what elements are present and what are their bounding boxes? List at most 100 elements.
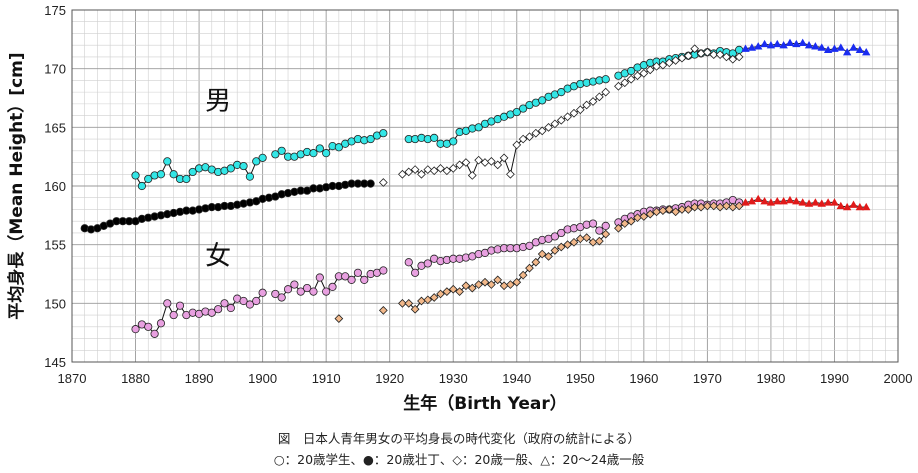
series-male-triangle-filled [741,38,871,56]
x-tick-label: 1910 [312,371,341,386]
data-point [804,199,814,207]
data-point [550,232,559,241]
data-point [182,174,191,184]
data-point [474,123,483,132]
data-point [575,234,585,244]
data-point [271,289,280,299]
series-male-circle-open [131,45,744,191]
data-point [747,43,757,51]
data-point [798,198,807,206]
data-point [575,105,585,115]
data-point [779,41,788,49]
data-point [754,42,763,50]
data-point [595,226,604,235]
data-point [493,275,503,285]
data-point [436,164,445,173]
y-tick-label: 155 [44,238,66,253]
data-point [169,310,178,320]
data-point [493,160,503,170]
data-point [461,281,471,291]
data-point [569,237,579,247]
data-point [188,167,197,177]
data-point [283,285,293,294]
data-point [378,178,388,187]
data-point [506,169,515,179]
data-point [480,277,490,287]
data-point [315,144,324,153]
x-tick-label: 1880 [121,371,150,386]
data-point [411,268,420,277]
data-point [811,42,820,50]
data-point [512,277,522,287]
data-point [703,47,712,57]
data-point [448,284,458,294]
x-tick-label: 1920 [375,371,404,386]
data-point [239,296,248,306]
data-point [423,165,433,174]
data-point [760,197,769,205]
marker-legend: ○：20歳学生、●：20歳壮丁、◇：20歳一般、△：20〜24歳一般 [273,452,645,467]
data-point [258,288,267,297]
x-tick-label: 1970 [693,371,722,386]
data-point [811,198,820,206]
data-point [271,150,280,159]
data-point [518,270,528,280]
data-point [309,149,318,158]
data-point [862,202,871,211]
data-point [677,53,687,63]
data-point [315,273,324,282]
data-point [302,283,312,293]
data-point [836,43,846,51]
data-point [252,157,261,166]
male-label: 男 [205,87,231,117]
data-point [677,205,687,214]
data-point [137,181,146,191]
data-point [855,45,865,54]
data-point [569,108,579,118]
data-point [557,228,566,238]
y-tick-label: 145 [44,355,66,370]
data-point [410,304,420,314]
figure-caption: 図 日本人青年男女の平均身長の時代変化（政府の統計による） [277,431,641,446]
data-point [614,81,623,91]
x-tick-label: 1870 [58,371,87,386]
data-point [518,134,528,144]
chart-grid [71,9,899,363]
data-point [290,280,299,289]
data-point [430,133,439,142]
x-axis-title: 生年（Birth Year） [403,393,566,414]
data-point [792,197,801,205]
data-point [156,319,166,328]
data-point [467,171,477,180]
data-point [754,194,763,203]
data-point [792,39,801,48]
data-point [506,280,515,289]
data-point [855,202,865,211]
data-point [830,198,839,206]
data-point [798,38,807,47]
data-point [626,216,636,226]
data-point [588,219,598,228]
data-point [627,66,636,76]
data-point [804,41,814,49]
data-point [595,236,604,246]
data-point [785,38,795,47]
data-point [455,160,464,170]
data-point [683,205,693,214]
data-point [734,52,744,62]
data-point [664,58,674,68]
y-tick-label: 165 [44,120,66,135]
data-point [436,289,445,299]
data-point [734,201,744,211]
data-point [842,48,852,56]
x-tick-label: 1960 [629,371,658,386]
data-point [690,44,700,54]
data-point [226,164,235,173]
data-point [766,198,776,206]
data-point [747,197,757,205]
y-tick-label: 170 [44,62,66,77]
data-point [150,329,159,338]
data-point [525,263,534,273]
data-point [429,293,439,302]
data-point [341,272,350,281]
